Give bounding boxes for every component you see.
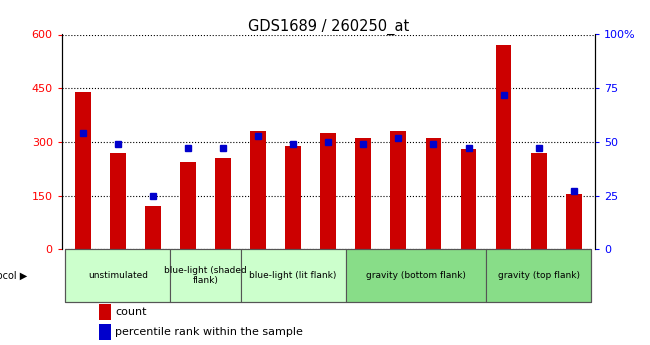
Bar [356,138,371,249]
Bar [75,92,91,249]
Bar [426,138,441,249]
Bar [99,324,110,339]
Text: gravity (bottom flank): gravity (bottom flank) [366,271,466,280]
Text: gravity (top flank): gravity (top flank) [498,271,580,280]
Bar [566,194,582,249]
Text: blue-light (shaded
flank): blue-light (shaded flank) [164,266,247,285]
Title: GDS1689 / 260250_at: GDS1689 / 260250_at [248,18,409,34]
Bar [391,131,406,249]
Text: unstimulated: unstimulated [88,271,148,280]
Text: growth protocol ▶: growth protocol ▶ [0,270,27,280]
Text: count: count [115,307,146,317]
Bar [215,158,231,249]
Bar [110,153,125,249]
Bar [180,162,196,249]
Bar [531,153,547,249]
Bar [250,131,266,249]
Bar [285,146,301,249]
Text: blue-light (lit flank): blue-light (lit flank) [250,271,337,280]
Bar [170,249,240,302]
Bar [461,149,476,249]
Bar [496,45,512,249]
Text: percentile rank within the sample: percentile rank within the sample [115,327,303,337]
Bar [99,304,110,319]
Bar [320,133,336,249]
Bar [145,206,161,249]
Bar [65,249,170,302]
Bar [486,249,592,302]
Bar [346,249,486,302]
Bar [240,249,346,302]
